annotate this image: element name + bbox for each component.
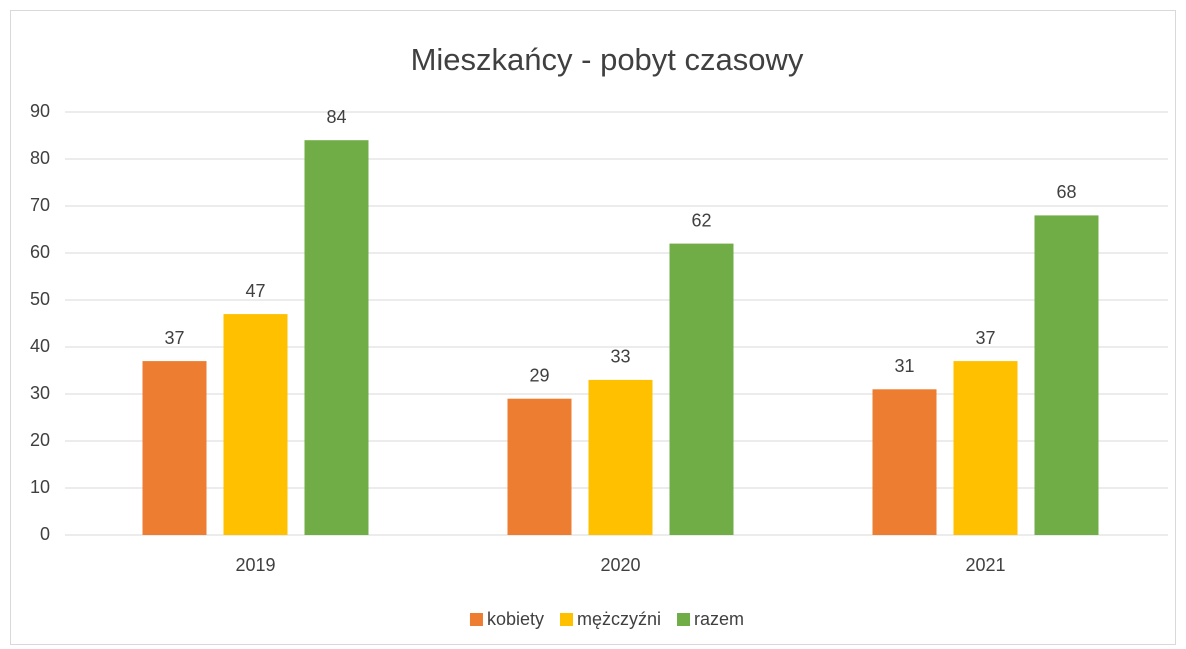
data-label: 62 xyxy=(691,210,711,230)
y-tick-label: 40 xyxy=(30,336,50,356)
bar xyxy=(304,140,369,535)
y-tick-label: 60 xyxy=(30,242,50,262)
bar xyxy=(669,243,734,535)
bar xyxy=(1034,215,1099,535)
bar xyxy=(223,314,288,535)
legend-swatch xyxy=(560,613,574,626)
legend-swatch xyxy=(677,613,691,626)
legend-swatch xyxy=(469,613,483,626)
data-label: 84 xyxy=(326,107,346,127)
bar xyxy=(588,379,653,535)
data-label: 33 xyxy=(610,347,630,367)
bar xyxy=(142,361,207,535)
legend-label: kobiety xyxy=(487,609,544,629)
bar xyxy=(872,389,937,535)
data-label: 47 xyxy=(245,281,265,301)
bar xyxy=(507,398,572,535)
y-tick-label: 0 xyxy=(40,524,50,544)
chart-title: Mieszkańcy - pobyt czasowy xyxy=(411,42,804,77)
data-label: 29 xyxy=(529,365,549,385)
x-tick-label: 2021 xyxy=(965,555,1005,575)
chart-border xyxy=(10,10,1176,645)
y-tick-label: 70 xyxy=(30,195,50,215)
data-label: 37 xyxy=(975,328,995,348)
data-label: 37 xyxy=(164,328,184,348)
y-tick-label: 30 xyxy=(30,383,50,403)
y-tick-label: 20 xyxy=(30,430,50,450)
bar xyxy=(953,361,1018,535)
legend-label: mężczyźni xyxy=(577,609,661,629)
y-tick-label: 50 xyxy=(30,289,50,309)
y-tick-label: 90 xyxy=(30,101,50,121)
x-tick-label: 2020 xyxy=(600,555,640,575)
legend-label: razem xyxy=(694,609,744,629)
data-label: 31 xyxy=(894,356,914,376)
data-label: 68 xyxy=(1056,182,1076,202)
x-tick-label: 2019 xyxy=(235,555,275,575)
y-tick-label: 10 xyxy=(30,477,50,497)
y-tick-label: 80 xyxy=(30,148,50,168)
